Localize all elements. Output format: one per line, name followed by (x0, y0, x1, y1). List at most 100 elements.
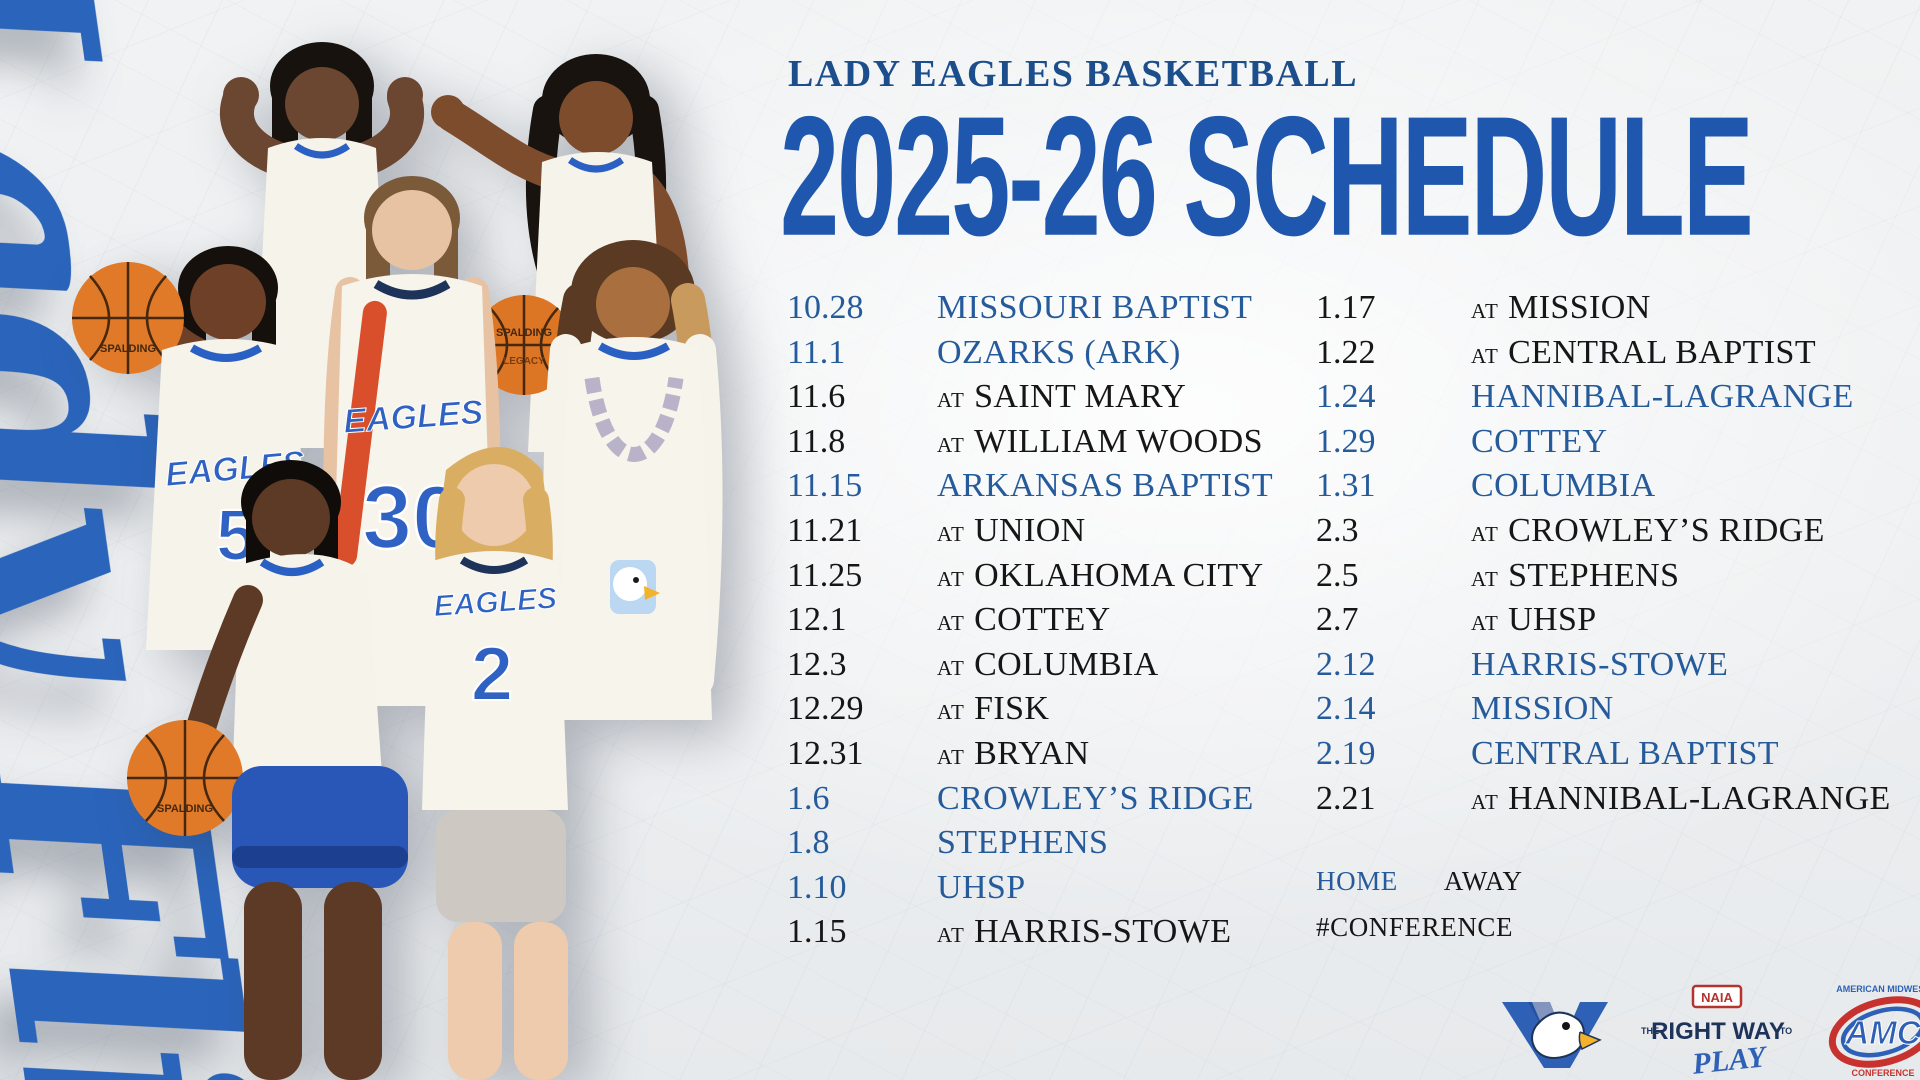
jersey-number-2: 2 (471, 632, 513, 717)
game-opponent: MISSION (1471, 690, 1614, 728)
team-photo-collage: SPALDING EAGLES 5 SPALDING LEGACY EAGLES (72, 42, 723, 1080)
chain-necklace (584, 376, 684, 462)
away-prefix: AT (1471, 299, 1500, 323)
naia-right-way-logo: NAIA THE RIGHT WAY TO PLAY (1641, 984, 1792, 1078)
game-date: 1.31 (1316, 467, 1376, 505)
away-prefix: AT (937, 566, 966, 591)
jersey-wordmark: EAGLES (342, 393, 484, 441)
ball-model-label: LEGACY (503, 356, 545, 367)
schedule-column-2: 1.17 AT MISSION 1.22 AT CENTRAL BAPTIST 1.24 HA… (1316, 289, 1920, 824)
game-row: 1.31 COLUMBIA (1316, 467, 1920, 512)
game-opponent: AT UNION (937, 511, 1086, 549)
legend-row-home-away: HOME AWAY (1316, 866, 1523, 897)
away-prefix: AT (937, 611, 966, 636)
game-opponent: AT HARRIS-STOWE (937, 913, 1232, 951)
ball-brand-label: SPALDING (496, 327, 552, 339)
away-prefix: AT (937, 655, 966, 680)
amc-top-label: AMERICAN MIDWEST (1836, 984, 1920, 994)
game-opponent: ARKANSAS BAPTIST (937, 467, 1274, 505)
footer-logos: NAIA THE RIGHT WAY TO PLAY AMC AMERICAN … (1498, 980, 1920, 1080)
game-row: 12.3 AT COLUMBIA (787, 646, 1327, 691)
naia-play-label: PLAY (1690, 1040, 1770, 1078)
game-opponent: AT COTTEY (937, 601, 1111, 639)
game-date: 1.29 (1316, 422, 1376, 460)
game-opponent: OZARKS (ARK) (937, 333, 1181, 371)
kicker: LADY EAGLES BASKETBALL (788, 53, 1359, 95)
naia-rightway-label: RIGHT WAY (1651, 1018, 1785, 1045)
game-date: 2.12 (1316, 645, 1376, 683)
game-date: 1.17 (1316, 289, 1376, 326)
game-opponent: AT SAINT MARY (937, 378, 1187, 416)
poster-title-text: 2025-26 SCHEDULE (780, 81, 1754, 272)
game-opponent: AT COLUMBIA (937, 645, 1159, 683)
game-row: 12.31 AT BRYAN (787, 735, 1327, 780)
game-opponent: AT HANNIBAL-LAGRANGE (1471, 779, 1891, 817)
game-opponent: COTTEY (1471, 422, 1608, 460)
away-prefix: AT (1471, 343, 1500, 368)
game-date: 11.15 (787, 467, 863, 505)
game-row: 2.21 AT HANNIBAL-LAGRANGE (1316, 780, 1920, 825)
ball-brand-label: SPALDING (157, 803, 213, 815)
game-row: 12.29 AT FISK (787, 690, 1327, 735)
game-opponent: COLUMBIA (1471, 467, 1656, 505)
legend-conference-label: #CONFERENCE (1316, 912, 1514, 942)
game-opponent: MISSOURI BAPTIST (937, 289, 1253, 326)
game-row: 11.8 AT WILLIAM WOODS (787, 423, 1327, 468)
game-opponent: AT MISSION (1471, 289, 1651, 326)
game-row: 11.1 OZARKS (ARK) (787, 334, 1327, 379)
game-opponent: AT OKLAHOMA CITY (937, 556, 1264, 594)
game-date: 2.14 (1316, 690, 1376, 728)
game-row: 1.29 COTTEY (1316, 423, 1920, 468)
game-row: 1.24 HANNIBAL-LAGRANGE (1316, 378, 1920, 423)
game-date: 1.22 (1316, 333, 1376, 371)
naia-to-label: TO (1780, 1026, 1792, 1036)
game-opponent: AT STEPHENS (1471, 556, 1680, 594)
game-opponent: AT CROWLEY’S RIDGE (1471, 511, 1825, 549)
game-opponent: HANNIBAL-LAGRANGE (1471, 378, 1854, 416)
game-date: 2.19 (1316, 734, 1376, 772)
legend: HOME AWAY #CONFERENCE (1316, 866, 1523, 943)
game-opponent: AT WILLIAM WOODS (937, 422, 1263, 460)
game-date: 11.1 (787, 333, 846, 371)
game-opponent: HARRIS-STOWE (1471, 645, 1729, 683)
schedule-column-1: 10.28 MISSOURI BAPTIST 11.1 OZARKS (ARK) 11.… (787, 289, 1327, 958)
game-opponent: CROWLEY’S RIDGE (937, 779, 1254, 817)
game-row: 11.6 AT SAINT MARY (787, 378, 1327, 423)
game-date: 11.8 (787, 422, 846, 460)
game-row: 10.28 MISSOURI BAPTIST (787, 289, 1327, 334)
away-prefix: AT (937, 744, 966, 769)
game-date: 11.25 (787, 556, 863, 594)
eagle-head-icon (1531, 1011, 1602, 1059)
amc-mid-label: AMC (1844, 1014, 1920, 1051)
game-row: 1.8 STEPHENS (787, 824, 1327, 869)
game-row: 1.15 AT HARRIS-STOWE (787, 913, 1327, 958)
amc-bottom-label: CONFERENCE (1851, 1068, 1914, 1078)
game-date: 2.5 (1316, 556, 1359, 594)
game-row: 11.15 ARKANSAS BAPTIST (787, 467, 1327, 512)
game-date: 2.7 (1316, 601, 1359, 639)
game-date: 1.10 (787, 868, 847, 906)
amc-conference-logo: AMC AMERICAN MIDWEST CONFERENCE (1828, 984, 1920, 1078)
game-date: 1.8 (787, 824, 830, 862)
away-prefix: AT (937, 521, 966, 546)
game-opponent: AT CENTRAL BAPTIST (1471, 333, 1816, 371)
ball-brand-label: SPALDING (100, 343, 156, 355)
away-prefix: AT (1471, 566, 1500, 591)
legend-home-label: HOME (1316, 866, 1398, 896)
away-prefix: AT (1471, 521, 1500, 546)
game-row: 1.17 AT MISSION (1316, 289, 1920, 334)
game-opponent: UHSP (937, 868, 1026, 906)
game-opponent: AT FISK (937, 690, 1050, 728)
game-opponent: STEPHENS (937, 824, 1109, 862)
legend-away-label: AWAY (1443, 866, 1523, 896)
game-date: 2.21 (1316, 779, 1376, 817)
game-date: 2.3 (1316, 511, 1359, 549)
poster-title: 2025-26 SCHEDULE (780, 87, 1920, 265)
away-prefix: AT (937, 432, 966, 457)
naia-the-label: THE (1641, 1026, 1659, 1036)
game-date: 11.6 (787, 378, 846, 416)
game-date: 12.29 (787, 690, 864, 728)
player-figure-right-chain (543, 240, 723, 720)
game-row: 2.12 HARRIS-STOWE (1316, 646, 1920, 691)
away-prefix: AT (937, 923, 966, 948)
